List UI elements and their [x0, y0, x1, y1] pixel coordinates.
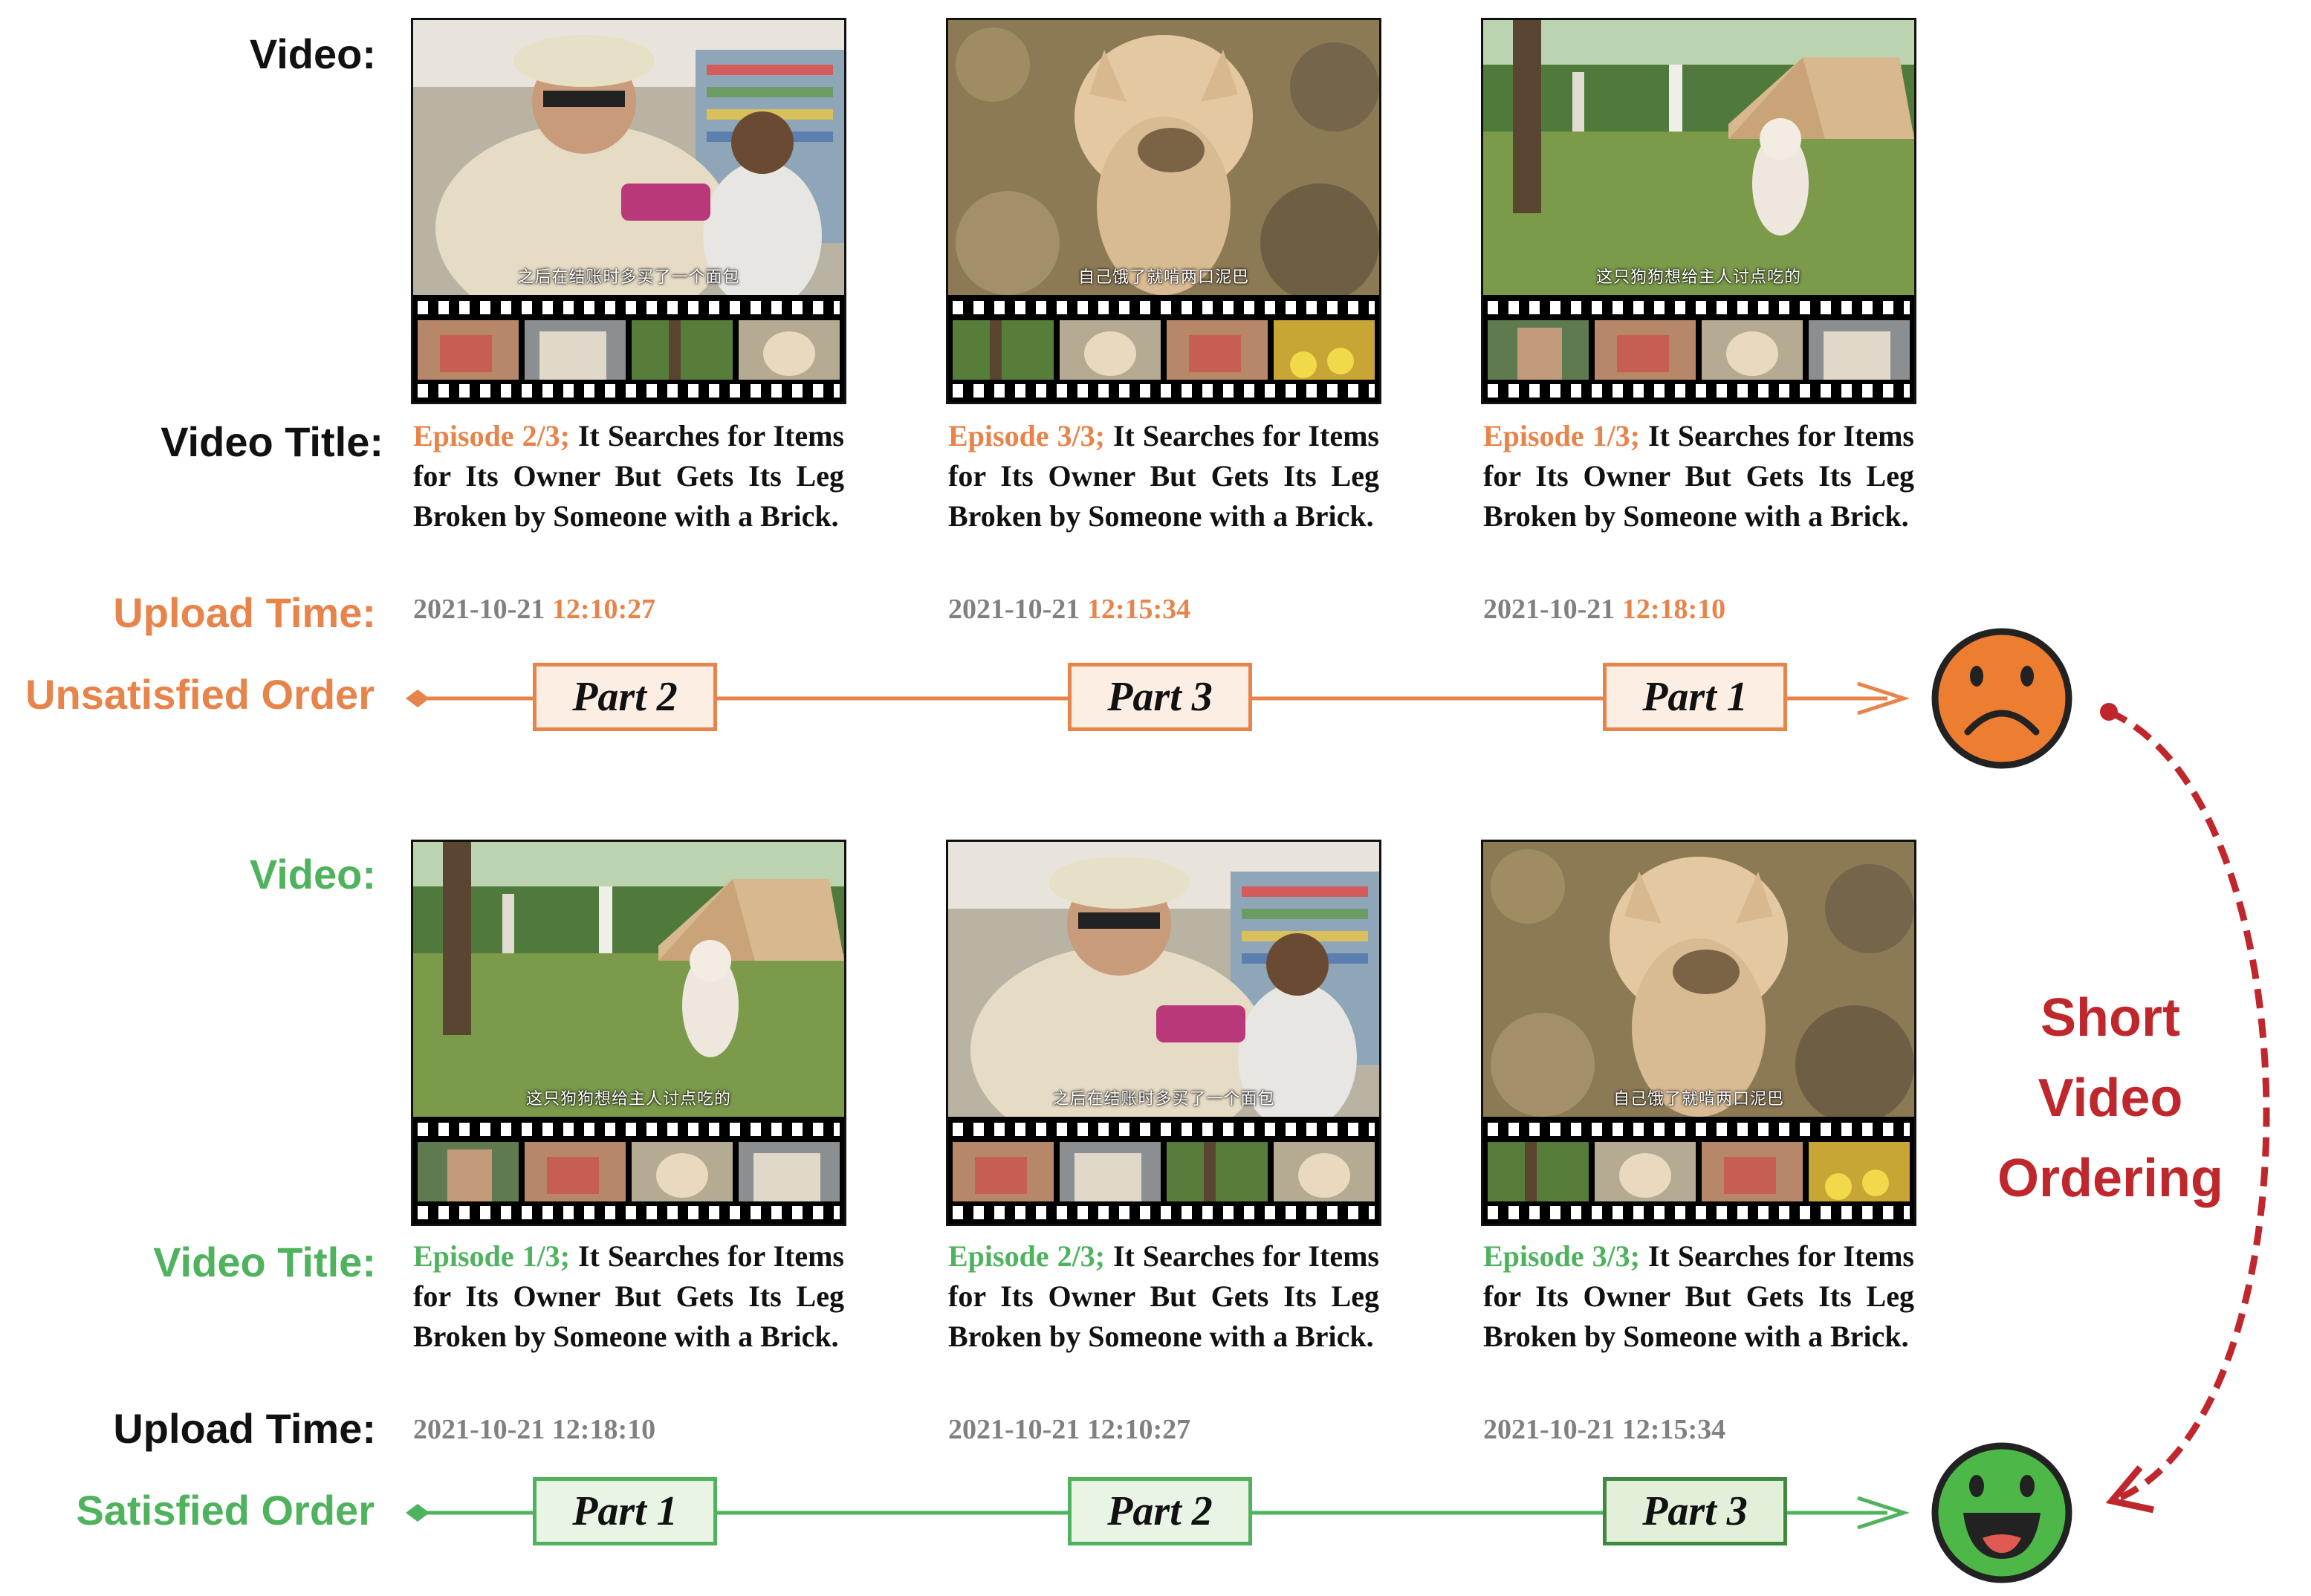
- bottom-title-label: Video Title:: [153, 1239, 376, 1285]
- video-subtitle: 这只狗狗想给主人讨点吃的: [1595, 268, 1801, 287]
- timeline-start-diamond: [406, 690, 430, 707]
- part-box: Part 2: [533, 663, 717, 731]
- video-title: Episode 1/3; It Searches for Items for I…: [413, 1239, 844, 1353]
- top-video-label: Video:: [249, 30, 376, 77]
- episode-tag: Episode 3/3;: [948, 419, 1106, 452]
- film-strip: [413, 1118, 844, 1224]
- video-subtitle: 自己饿了就啃两口泥巴: [1612, 1090, 1784, 1109]
- part-box: Part 2: [1068, 1477, 1252, 1545]
- video-thumbnail[interactable]: 这只狗狗想给主人讨点吃的: [411, 840, 846, 1226]
- episode-tag: Episode 2/3;: [413, 419, 571, 452]
- video-thumbnail[interactable]: 之后在结账时多买了一个面包: [411, 18, 846, 404]
- timeline-arrowhead: [1857, 1496, 1910, 1530]
- film-strip: [413, 296, 844, 402]
- video-title: Episode 2/3; It Searches for Items for I…: [413, 419, 844, 533]
- episode-tag: Episode 2/3;: [948, 1239, 1106, 1273]
- part-box: Part 3: [1068, 663, 1252, 731]
- top-title-label: Video Title:: [161, 418, 383, 465]
- unsatisfied-order-label: Unsatisfied Order: [25, 671, 375, 718]
- timeline-arrowhead: [1857, 681, 1910, 716]
- film-strip: [1483, 296, 1914, 402]
- upload-time: 2021-10-21 12:15:34: [1483, 1414, 1726, 1445]
- upload-time: 2021-10-21 12:10:27: [413, 594, 656, 625]
- timeline-start-diamond: [406, 1504, 430, 1522]
- video-thumbnail[interactable]: 这只狗狗想给主人讨点吃的: [1481, 18, 1916, 404]
- part-box: Part 1: [533, 1477, 717, 1545]
- video-title: Episode 1/3; It Searches for Items for I…: [1483, 419, 1914, 533]
- bottom-video-label: Video:: [249, 851, 376, 898]
- upload-time: 2021-10-21 12:15:34: [948, 594, 1191, 625]
- video-title: Episode 3/3; It Searches for Items for I…: [948, 419, 1379, 533]
- satisfied-order-label: Satisfied Order: [76, 1487, 375, 1534]
- bottom-upload-label: Upload Time:: [113, 1405, 376, 1452]
- episode-tag: Episode 1/3;: [413, 1239, 571, 1273]
- reorder-arrow: [2100, 703, 2270, 1514]
- film-strip: [948, 296, 1379, 402]
- video-subtitle: 这只狗狗想给主人讨点吃的: [525, 1090, 731, 1109]
- episode-tag: Episode 3/3;: [1483, 1239, 1641, 1273]
- video-subtitle: 之后在结账时多买了一个面包: [517, 268, 740, 287]
- video-subtitle: 之后在结账时多买了一个面包: [1052, 1090, 1275, 1109]
- upload-time: 2021-10-21 12:18:10: [1483, 594, 1726, 625]
- sad-face-icon: [1931, 628, 2072, 769]
- part-box: Part 3: [1603, 1477, 1787, 1545]
- short-video-ordering-label: Short Video Ordering: [1997, 988, 2224, 1208]
- upload-time: 2021-10-21 12:10:27: [948, 1414, 1191, 1445]
- video-thumbnail[interactable]: 自己饿了就啃两口泥巴: [946, 18, 1381, 404]
- film-strip: [1483, 1118, 1914, 1224]
- video-thumbnail[interactable]: 自己饿了就啃两口泥巴: [1481, 840, 1916, 1226]
- film-strip: [948, 1118, 1379, 1224]
- video-subtitle: 自己饿了就啃两口泥巴: [1077, 268, 1249, 287]
- part-box: Part 1: [1603, 663, 1787, 731]
- episode-tag: Episode 1/3;: [1483, 419, 1641, 452]
- happy-face-icon: [1931, 1442, 2072, 1583]
- video-title: Episode 2/3; It Searches for Items for I…: [948, 1239, 1379, 1353]
- video-title: Episode 3/3; It Searches for Items for I…: [1483, 1239, 1914, 1353]
- top-upload-label: Upload Time:: [113, 589, 376, 636]
- video-thumbnail[interactable]: 之后在结账时多买了一个面包: [946, 840, 1381, 1226]
- upload-time: 2021-10-21 12:18:10: [413, 1414, 656, 1445]
